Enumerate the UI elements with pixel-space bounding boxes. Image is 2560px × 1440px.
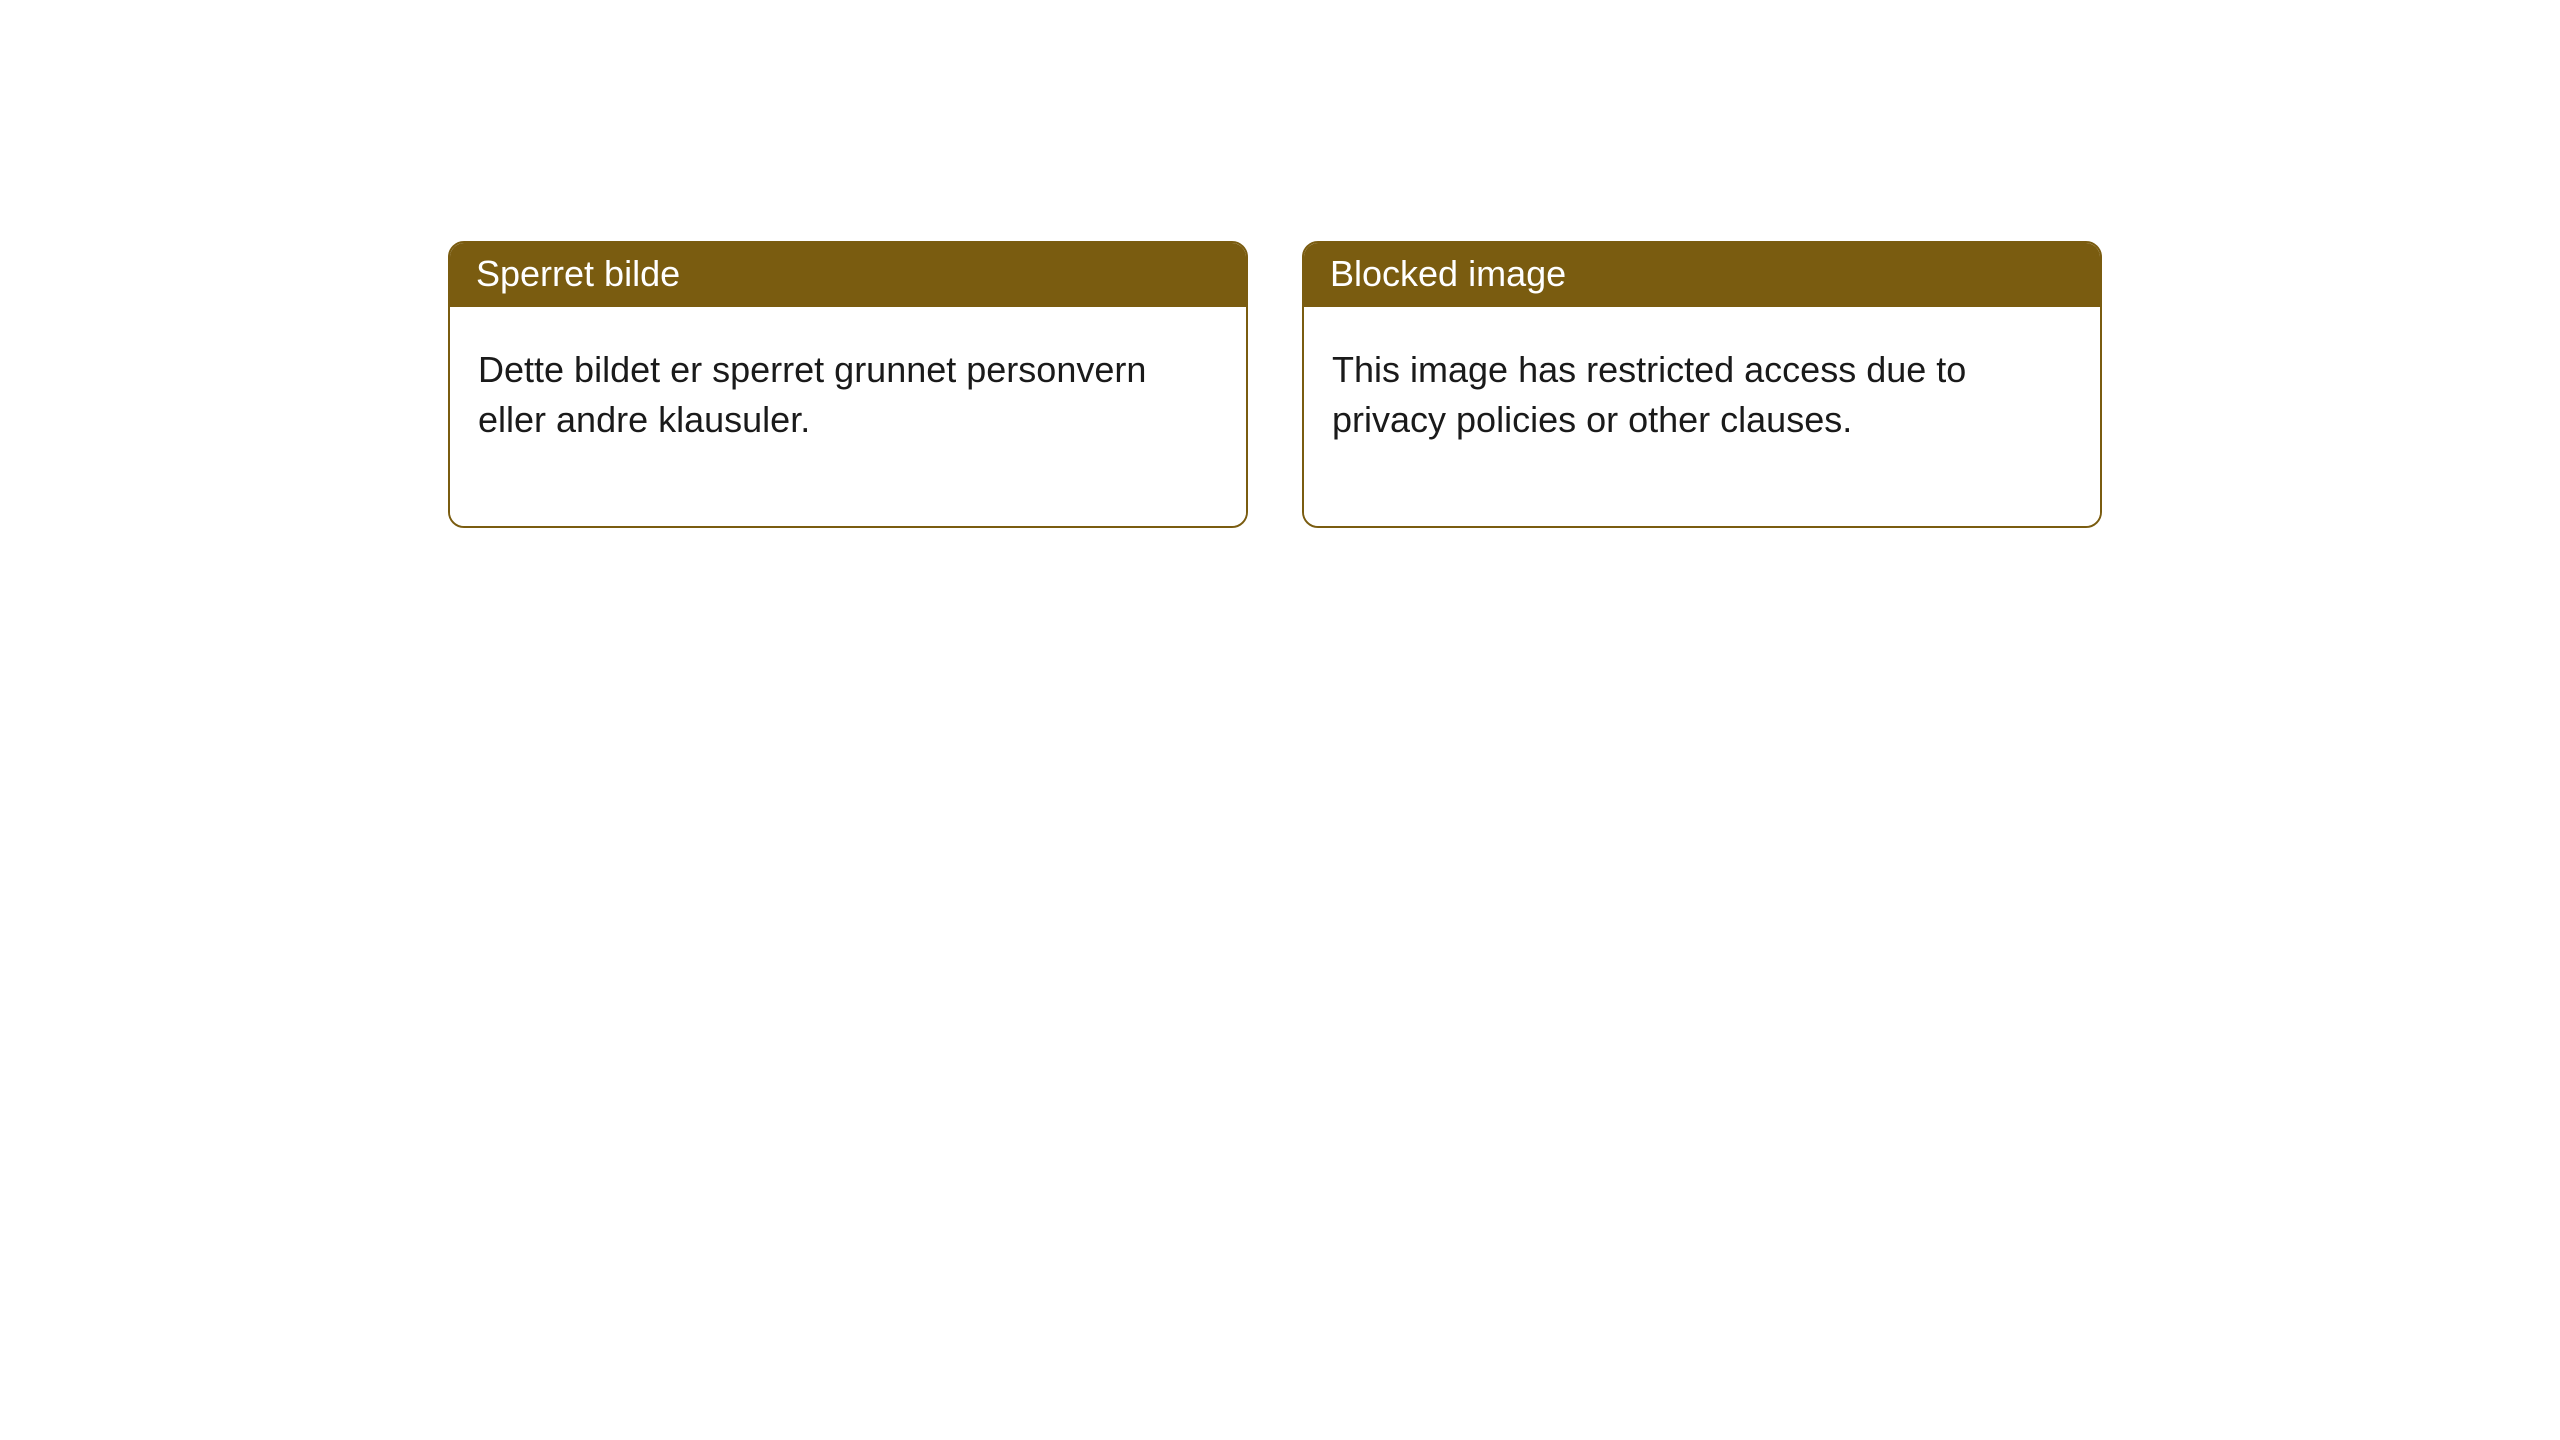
notice-card-title: Sperret bilde <box>450 243 1246 307</box>
notice-card-norwegian: Sperret bilde Dette bildet er sperret gr… <box>448 241 1248 528</box>
notice-card-title: Blocked image <box>1304 243 2100 307</box>
notice-card-body: This image has restricted access due to … <box>1304 307 2100 526</box>
notice-card-english: Blocked image This image has restricted … <box>1302 241 2102 528</box>
notice-container: Sperret bilde Dette bildet er sperret gr… <box>0 0 2560 528</box>
notice-card-body: Dette bildet er sperret grunnet personve… <box>450 307 1246 526</box>
